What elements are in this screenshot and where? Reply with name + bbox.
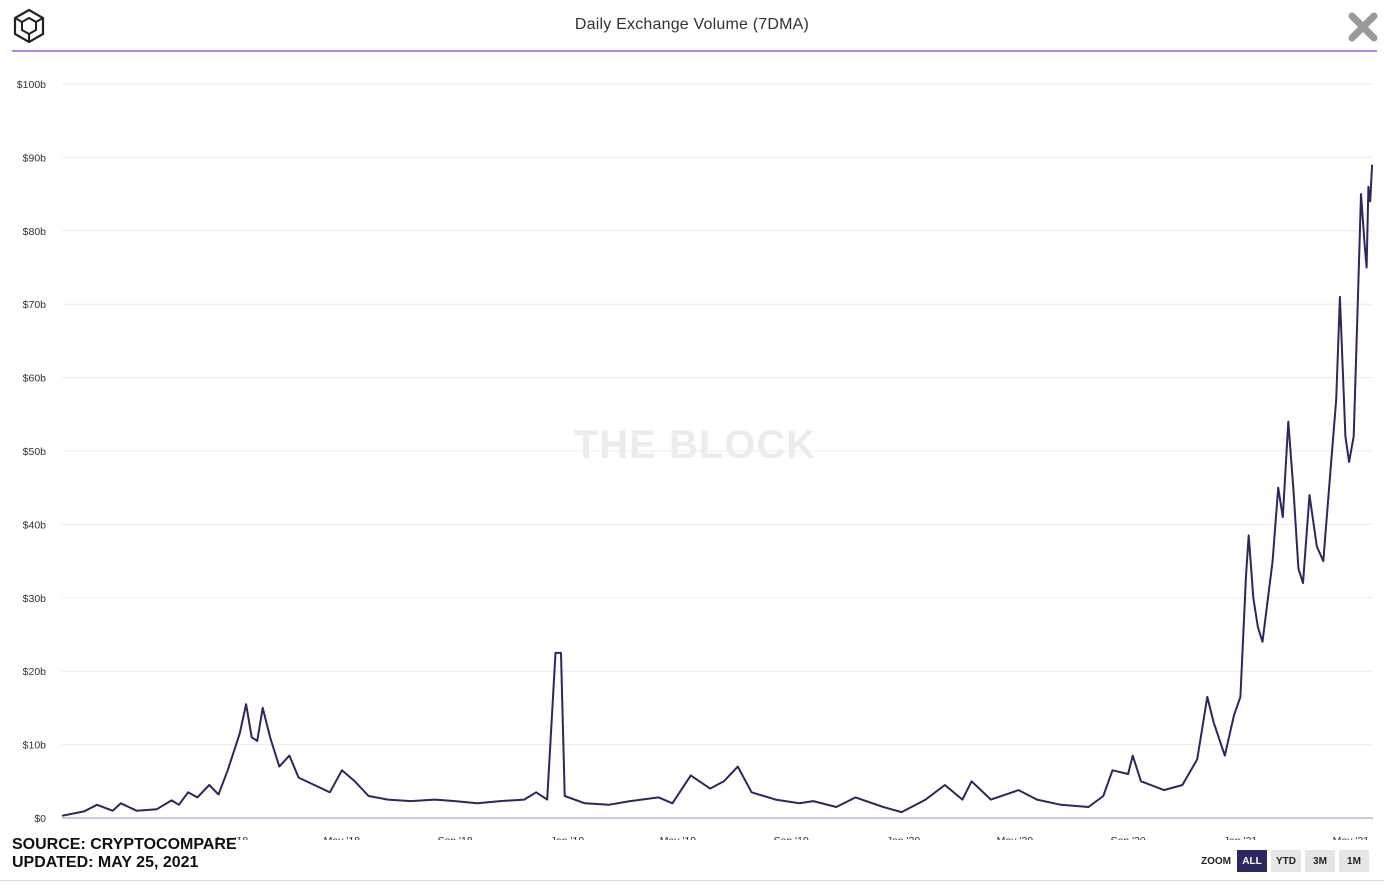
y-tick-label: $0 bbox=[34, 813, 46, 825]
close-icon[interactable] bbox=[1346, 10, 1380, 44]
y-tick-label: $20b bbox=[23, 666, 47, 678]
x-tick-label: May '18 bbox=[324, 835, 361, 840]
y-tick-label: $10b bbox=[23, 740, 47, 752]
line-chart: THE BLOCK $0 $10b $20b $30b $40b $50b $60b $70b… bbox=[17, 79, 1374, 840]
updated-text: UPDATED: MAY 25, 2021 bbox=[12, 854, 199, 871]
x-tick-label: May '20 bbox=[997, 835, 1034, 840]
x-tick-label: Sep '20 bbox=[1110, 835, 1145, 840]
y-tick-label: $50b bbox=[23, 446, 47, 458]
bottom-divider bbox=[0, 880, 1384, 881]
chart-title: Daily Exchange Volume (7DMA) bbox=[574, 16, 810, 33]
y-axis-ticks: $0 $10b $20b $30b $40b $50b $60b $70b $80b $90b $1… bbox=[17, 79, 46, 825]
source-note: SOURCE: CRYPTOCOMPARE UPDATED: MAY 25, 2… bbox=[12, 836, 237, 872]
y-tick-label: $80b bbox=[23, 226, 47, 238]
zoom-1m-button[interactable]: 1M bbox=[1339, 850, 1369, 872]
x-axis-ticks: Jan '18 May '18 Sep '18 Jan '19 May '19 Sep '… bbox=[215, 835, 1370, 840]
zoom-label: ZOOM bbox=[1201, 855, 1231, 867]
x-tick-label: Jan '21 bbox=[1224, 835, 1258, 840]
grid-lines bbox=[62, 83, 1373, 746]
x-tick-label: Sep '19 bbox=[774, 835, 809, 840]
x-tick-label: Jan '18 bbox=[215, 835, 249, 840]
source-text: SOURCE: CRYPTOCOMPARE bbox=[12, 836, 237, 853]
zoom-ytd-button[interactable]: YTD bbox=[1271, 850, 1301, 872]
series-line bbox=[61, 164, 1374, 817]
y-tick-label: $60b bbox=[23, 373, 47, 385]
x-tick-label: Jan '20 bbox=[887, 835, 921, 840]
y-tick-label: $90b bbox=[23, 152, 47, 164]
zoom-controls: ZOOM ALL YTD 3M 1M bbox=[1201, 850, 1369, 872]
y-tick-label: $40b bbox=[23, 519, 47, 531]
watermark: THE BLOCK bbox=[574, 423, 816, 467]
y-tick-label: $70b bbox=[23, 299, 47, 311]
zoom-3m-button[interactable]: 3M bbox=[1305, 850, 1335, 872]
x-tick-label: Sep '18 bbox=[437, 835, 472, 840]
zoom-all-button[interactable]: ALL bbox=[1237, 850, 1267, 872]
x-tick-label: May '19 bbox=[660, 835, 697, 840]
title-divider bbox=[12, 50, 1377, 52]
x-tick-label: May '21 bbox=[1333, 835, 1370, 840]
y-tick-label: $100b bbox=[17, 79, 46, 91]
x-tick-label: Jan '19 bbox=[551, 835, 585, 840]
the-block-logo-icon[interactable] bbox=[12, 8, 46, 44]
y-tick-label: $30b bbox=[23, 593, 47, 605]
